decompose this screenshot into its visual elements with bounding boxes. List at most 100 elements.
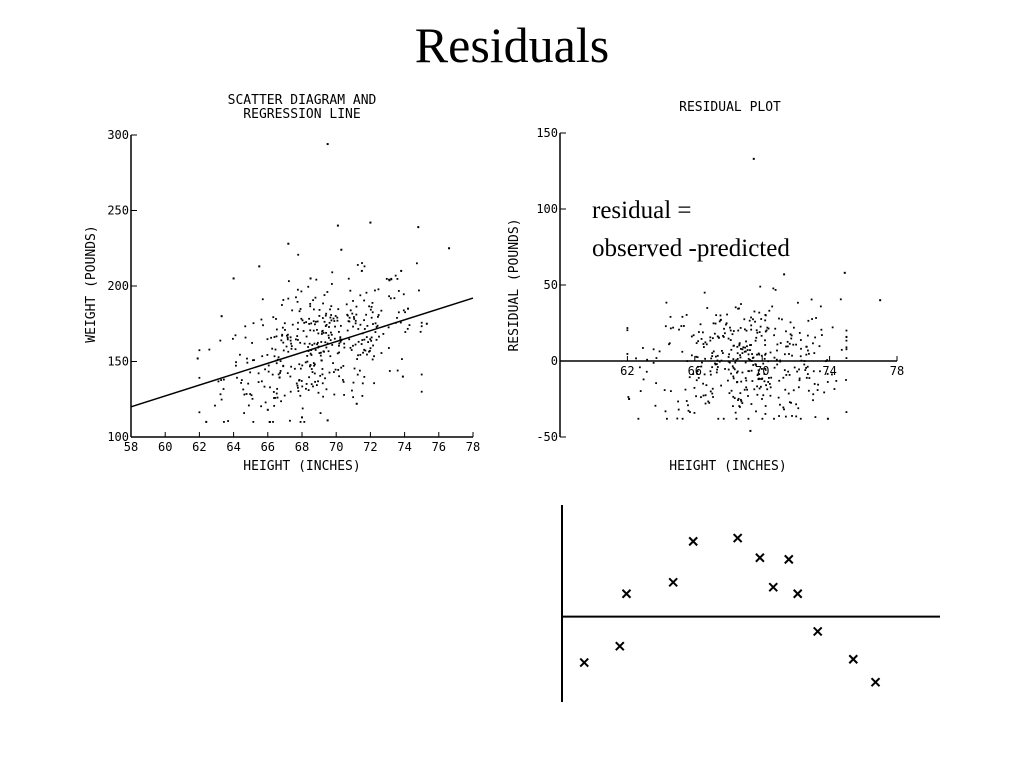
- chart2-data-point: [800, 347, 802, 350]
- chart1-data-point: [330, 319, 333, 322]
- chart1-x-tick-label: 60: [158, 440, 172, 454]
- chart1-data-point: [284, 328, 286, 331]
- chart1-data-point: [243, 393, 246, 396]
- chart2-data-point: [826, 417, 829, 420]
- chart1-data-point: [261, 355, 264, 358]
- chart1-data-point: [286, 336, 289, 339]
- chart2-data-point: [785, 374, 788, 376]
- chart1-data-point: [316, 320, 319, 323]
- chart2-data-point: [758, 387, 761, 390]
- chart2-data-point: [696, 370, 698, 373]
- chart1-data-point: [273, 355, 276, 358]
- chart1-data-point: [301, 364, 304, 367]
- chart2-data-point: [741, 352, 744, 355]
- chart1-data-point: [316, 341, 319, 344]
- chart1-data-point: [306, 354, 309, 357]
- chart1-data-point: [345, 303, 348, 306]
- chart1-data-point: [308, 323, 311, 325]
- chart1-data-point: [243, 412, 246, 414]
- chart2-data-point: [652, 361, 655, 364]
- chart2-data-point: [746, 345, 748, 348]
- chart2-data-point: [743, 318, 746, 321]
- chart1-data-point: [329, 339, 332, 342]
- chart1-data-point: [272, 421, 274, 423]
- chart3-x-marker: [688, 536, 698, 547]
- chart2-data-point: [751, 380, 754, 382]
- chart1-data-point: [280, 339, 283, 342]
- chart2-data-point: [805, 367, 807, 369]
- chart2-data-point: [760, 385, 762, 388]
- chart1-data-point: [372, 344, 374, 347]
- chart2-data-point: [704, 341, 707, 344]
- chart1-data-point: [300, 317, 303, 320]
- chart2-data-point: [722, 336, 725, 338]
- chart2-data-point: [806, 334, 809, 337]
- chart1-data-point: [373, 382, 375, 385]
- chart1-data-point: [296, 335, 299, 337]
- chart1-data-point: [240, 379, 243, 381]
- chart2-data-point: [845, 339, 848, 342]
- chart2-data-point: [760, 318, 763, 320]
- chart2-x-tick-label: 62: [620, 364, 634, 378]
- curved-residual-pattern-chart: [561, 505, 940, 702]
- chart2-data-point: [835, 379, 838, 382]
- chart2-data-point: [756, 353, 758, 356]
- chart2-data-point: [792, 326, 795, 329]
- chart2-data-point: [627, 396, 630, 398]
- chart1-data-point: [361, 382, 364, 385]
- chart1-data-point: [277, 356, 280, 359]
- chart2-data-point: [845, 336, 848, 339]
- chart2-data-point: [709, 370, 712, 373]
- chart2-data-point: [764, 339, 766, 342]
- chart1-data-point: [396, 278, 399, 280]
- chart1-data-point: [343, 346, 346, 349]
- chart2-data-point: [785, 345, 788, 348]
- chart1-y-tick-label: 300: [107, 128, 129, 142]
- chart2-data-point: [807, 349, 809, 352]
- chart2-data-point: [756, 374, 759, 377]
- chart1-data-point: [301, 385, 304, 388]
- chart2-data-point: [692, 334, 695, 337]
- chart1-data-point: [298, 310, 301, 313]
- chart2-data-point: [736, 358, 739, 360]
- chart2-data-point: [743, 388, 746, 391]
- chart1-data-point: [287, 242, 290, 245]
- chart1-data-point: [217, 380, 220, 383]
- chart1-data-point: [305, 335, 308, 338]
- chart1-data-point: [286, 372, 289, 375]
- chart2-data-point: [790, 337, 793, 340]
- chart2-data-point: [769, 351, 772, 354]
- chart2-x-tick-label: 74: [822, 364, 836, 378]
- chart1-data-point: [330, 305, 333, 308]
- chart1-data-point: [420, 321, 423, 324]
- chart1-data-point: [246, 357, 248, 360]
- chart1-data-point: [338, 344, 340, 347]
- chart2-data-point: [740, 303, 742, 305]
- chart1-data-point: [307, 346, 310, 348]
- chart1-data-point: [324, 377, 326, 380]
- chart1-data-point: [353, 367, 356, 370]
- chart2-data-point: [764, 344, 767, 346]
- chart1-data-point: [299, 367, 302, 370]
- chart1-data-point: [266, 338, 269, 341]
- chart1-data-point: [262, 324, 264, 327]
- chart1-data-point: [251, 397, 254, 400]
- chart2-data-point: [784, 415, 787, 418]
- chart1-data-point: [318, 352, 321, 354]
- chart2-data-point: [815, 317, 817, 319]
- chart2-data-point: [738, 405, 741, 407]
- chart2-data-point: [754, 320, 756, 323]
- chart2-data-point: [736, 370, 739, 373]
- chart2-data-point: [761, 367, 763, 370]
- chart1-data-point: [352, 300, 354, 302]
- chart2-data-point: [738, 344, 741, 347]
- chart1-data-point: [264, 368, 266, 371]
- chart1-data-point: [311, 371, 314, 373]
- chart2-data-point: [798, 377, 801, 380]
- chart3-x-marker: [732, 533, 743, 543]
- chart1-data-point: [314, 323, 316, 326]
- chart1-data-point: [266, 408, 269, 411]
- chart2-data-point: [716, 359, 719, 362]
- chart1-data-point: [357, 354, 359, 357]
